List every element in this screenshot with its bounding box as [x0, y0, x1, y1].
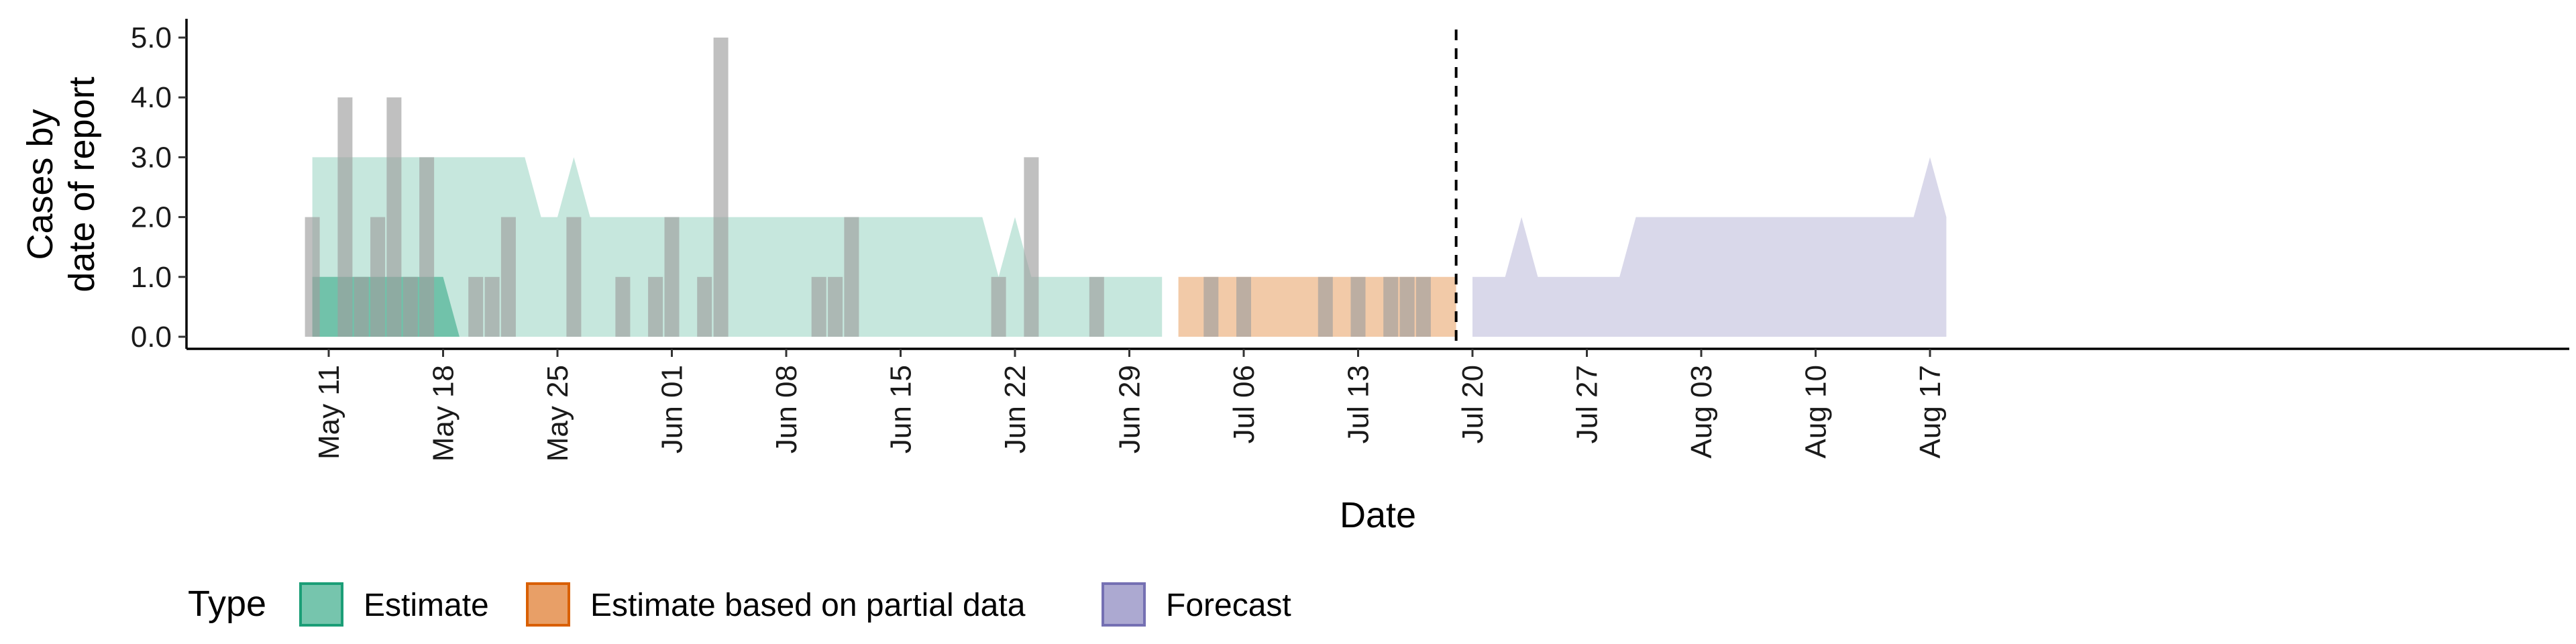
x-tick-label: May 18 — [427, 365, 460, 462]
case-bar-2020-05-31 — [648, 276, 663, 337]
x-tick-label: May 25 — [541, 365, 574, 462]
legend: Type Estimate Estimate based on partial … — [188, 582, 1291, 627]
x-tick-label: Jun 15 — [885, 365, 918, 453]
case-bar-2020-07-06 — [1236, 276, 1251, 337]
case-bar-2020-07-04 — [1203, 276, 1219, 337]
y-tick-label: 0.0 — [131, 321, 172, 354]
y-axis-title-line-1: Cases by — [20, 109, 60, 260]
case-bar-2020-06-27 — [1089, 276, 1104, 337]
band-estimate-inner-1 — [312, 276, 460, 337]
case-bar-2020-06-12 — [844, 217, 859, 337]
case-bar-2020-05-16 — [402, 276, 418, 337]
reported-case-bars — [305, 38, 1431, 337]
legend-label-forecast: Forecast — [1166, 588, 1291, 623]
case-bar-2020-07-11 — [1318, 276, 1333, 337]
case-bar-2020-05-22 — [500, 217, 516, 337]
legend-key-partial — [526, 582, 570, 627]
case-bar-2020-05-10 — [305, 217, 320, 337]
y-tick-label: 4.0 — [131, 81, 172, 114]
case-bar-2020-05-13 — [354, 276, 369, 337]
y-tick-label: 2.0 — [131, 201, 172, 234]
axes — [185, 19, 2569, 350]
case-bar-2020-06-04 — [713, 38, 729, 337]
y-axis-title-line-2: date of report — [62, 76, 102, 292]
x-tick-label: Jun 08 — [770, 365, 803, 453]
band-forecast-outer-3 — [1472, 157, 1947, 337]
case-bar-2020-05-29 — [615, 276, 631, 337]
case-bar-2020-07-13 — [1350, 276, 1366, 337]
y-axis-ticks: 0.0 1.0 2.0 3.0 4.0 5.0 — [131, 21, 186, 354]
case-bar-2020-06-10 — [811, 276, 826, 337]
x-tick-label: Jul 13 — [1342, 365, 1375, 443]
y-tick-label: 3.0 — [131, 141, 172, 174]
x-tick-label: Aug 10 — [1800, 365, 1833, 458]
case-bar-2020-06-23 — [1024, 157, 1039, 337]
y-axis-title: Cases by date of report — [20, 76, 102, 292]
legend-label-partial: Estimate based on partial data — [590, 588, 1026, 623]
case-bar-2020-06-01 — [664, 217, 680, 337]
x-tick-label: Aug 17 — [1914, 365, 1947, 458]
legend-key-estimate — [299, 582, 343, 627]
x-axis-title: Date — [1340, 495, 1416, 535]
x-tick-label: Jun 01 — [656, 365, 689, 453]
case-bar-2020-07-16 — [1399, 276, 1415, 337]
case-bar-2020-05-20 — [468, 276, 484, 337]
case-bar-2020-05-15 — [386, 97, 402, 337]
band-estimate-outer-0 — [312, 157, 1163, 337]
x-tick-label: Jul 20 — [1456, 365, 1489, 443]
x-tick-label: Jun 29 — [1114, 365, 1146, 453]
case-bar-2020-07-15 — [1383, 276, 1399, 337]
legend-key-forecast — [1102, 582, 1146, 627]
case-bar-2020-07-17 — [1415, 276, 1431, 337]
x-tick-label: May 11 — [313, 365, 345, 460]
case-bar-2020-06-21 — [991, 276, 1006, 337]
y-tick-label: 1.0 — [131, 261, 172, 294]
case-bar-2020-06-03 — [697, 276, 712, 337]
case-bar-2020-05-17 — [419, 157, 435, 337]
case-bar-2020-05-21 — [484, 276, 500, 337]
case-bar-2020-06-11 — [828, 276, 843, 337]
x-axis-ticks: May 11 May 18 May 25 Jun 01 Jun 08 Jun 15 Jun … — [313, 349, 1947, 462]
legend-label-estimate: Estimate — [364, 588, 489, 623]
case-bar-2020-05-12 — [337, 97, 353, 337]
x-tick-label: Jul 27 — [1571, 365, 1604, 443]
x-tick-label: Jun 22 — [999, 365, 1032, 453]
legend-title: Type — [188, 584, 266, 624]
case-bar-2020-05-26 — [566, 217, 582, 337]
x-tick-label: Jul 06 — [1228, 365, 1260, 443]
case-bar-2020-05-14 — [370, 217, 386, 337]
y-tick-label: 5.0 — [131, 21, 172, 54]
x-tick-label: Aug 03 — [1685, 365, 1718, 458]
